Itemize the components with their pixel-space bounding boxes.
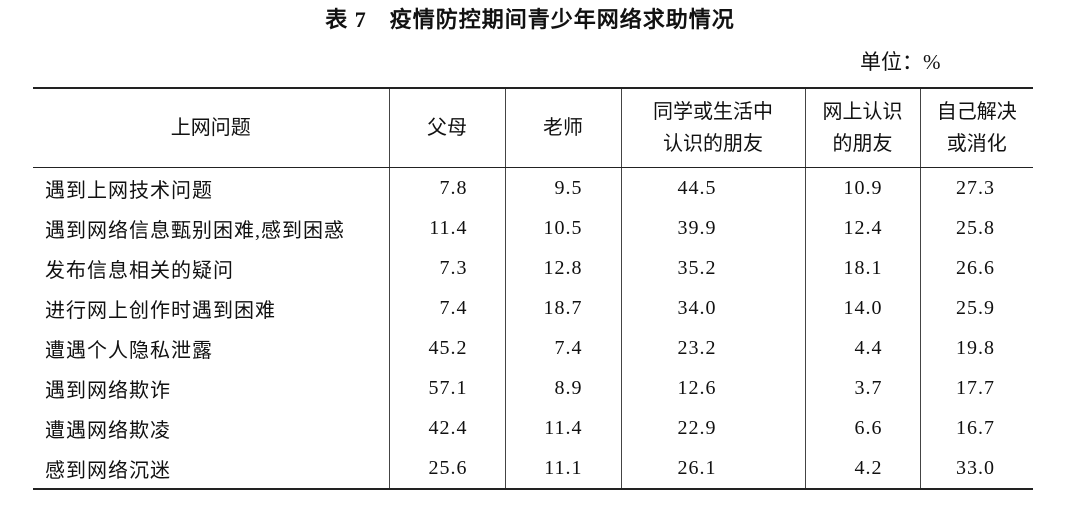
- cell-value: 3.7: [804, 368, 920, 408]
- cell-value: 26.1: [620, 448, 805, 489]
- row-label: 感到网络沉迷: [45, 459, 171, 482]
- cell-value: 11.4: [388, 208, 505, 248]
- column-header: 同学或生活中 认识的朋友: [620, 88, 805, 168]
- unit-label: 单位：%: [860, 50, 941, 74]
- table-row: 发布信息相关的疑问 7.3 12.8 35.2 18.1 26.6: [33, 248, 1033, 288]
- data-table: 上网问题 父母 老师 同学或生活中 认识的朋友 网上认识 的朋友 自己解决 或消化 遇到上…: [33, 87, 1033, 490]
- cell-value: 7.4: [388, 288, 505, 328]
- column-header: 老师: [504, 88, 621, 168]
- cell-value: 6.6: [804, 408, 920, 448]
- cell-value: 45.2: [388, 328, 505, 368]
- table-row: 遭遇网络欺凌 42.4 11.4 22.9 6.6 16.7: [33, 408, 1033, 448]
- cell-value: 10.5: [504, 208, 621, 248]
- cell-value: 11.1: [504, 448, 621, 489]
- cell-value: 25.8: [919, 208, 1033, 248]
- cell-value: 42.4: [388, 408, 505, 448]
- row-label: 遭遇个人隐私泄露: [45, 339, 213, 362]
- cell-value: 39.9: [620, 208, 805, 248]
- cell-value: 12.8: [504, 248, 621, 288]
- table-row: 遇到网络信息甄别困难,感到困惑 11.4 10.5 39.9 12.4 25.8: [33, 208, 1033, 248]
- row-label: 遇到网络欺诈: [45, 379, 171, 402]
- cell-value: 44.5: [620, 167, 805, 208]
- cell-value: 23.2: [620, 328, 805, 368]
- cell-value: 8.9: [504, 368, 621, 408]
- cell-value: 4.2: [804, 448, 920, 489]
- table-row: 遭遇个人隐私泄露 45.2 7.4 23.2 4.4 19.8: [33, 328, 1033, 368]
- cell-value: 26.6: [919, 248, 1033, 288]
- cell-value: 18.7: [504, 288, 621, 328]
- column-header: 自己解决 或消化: [919, 88, 1033, 168]
- cell-value: 4.4: [804, 328, 920, 368]
- cell-value: 9.5: [504, 167, 621, 208]
- table-row: 进行网上创作时遇到困难 7.4 18.7 34.0 14.0 25.9: [33, 288, 1033, 328]
- cell-value: 27.3: [919, 167, 1033, 208]
- table-row: 遇到上网技术问题 7.8 9.5 44.5 10.9 27.3: [33, 167, 1033, 208]
- row-label: 进行网上创作时遇到困难: [45, 299, 276, 322]
- cell-value: 12.4: [804, 208, 920, 248]
- row-label: 发布信息相关的疑问: [45, 259, 234, 282]
- cell-value: 14.0: [804, 288, 920, 328]
- cell-value: 33.0: [919, 448, 1033, 489]
- cell-value: 35.2: [620, 248, 805, 288]
- cell-value: 19.8: [919, 328, 1033, 368]
- cell-value: 12.6: [620, 368, 805, 408]
- cell-value: 22.9: [620, 408, 805, 448]
- cell-value: 7.4: [504, 328, 621, 368]
- cell-value: 18.1: [804, 248, 920, 288]
- table-row: 遇到网络欺诈 57.1 8.9 12.6 3.7 17.7: [33, 368, 1033, 408]
- column-header: 父母: [388, 88, 505, 168]
- cell-value: 16.7: [919, 408, 1033, 448]
- column-header: 上网问题: [33, 88, 389, 168]
- cell-value: 10.9: [804, 167, 920, 208]
- row-label: 遭遇网络欺凌: [45, 419, 171, 442]
- cell-value: 11.4: [504, 408, 621, 448]
- cell-value: 17.7: [919, 368, 1033, 408]
- cell-value: 25.6: [388, 448, 505, 489]
- cell-value: 57.1: [388, 368, 505, 408]
- header-row: 上网问题 父母 老师 同学或生活中 认识的朋友 网上认识 的朋友 自己解决 或消化: [33, 88, 1033, 168]
- cell-value: 7.3: [388, 248, 505, 288]
- cell-value: 7.8: [388, 167, 505, 208]
- row-label: 遇到上网技术问题: [45, 179, 213, 202]
- cell-value: 25.9: [919, 288, 1033, 328]
- column-header: 网上认识 的朋友: [804, 88, 920, 168]
- table-body: 遇到上网技术问题 7.8 9.5 44.5 10.9 27.3 遇到网络信息甄别困难,感到困…: [33, 167, 1033, 489]
- table-row: 感到网络沉迷 25.6 11.1 26.1 4.2 33.0: [33, 448, 1033, 489]
- table-title: 表 7 疫情防控期间青少年网络求助情况: [325, 7, 735, 32]
- cell-value: 34.0: [620, 288, 805, 328]
- row-label: 遇到网络信息甄别困难,感到困惑: [45, 219, 345, 242]
